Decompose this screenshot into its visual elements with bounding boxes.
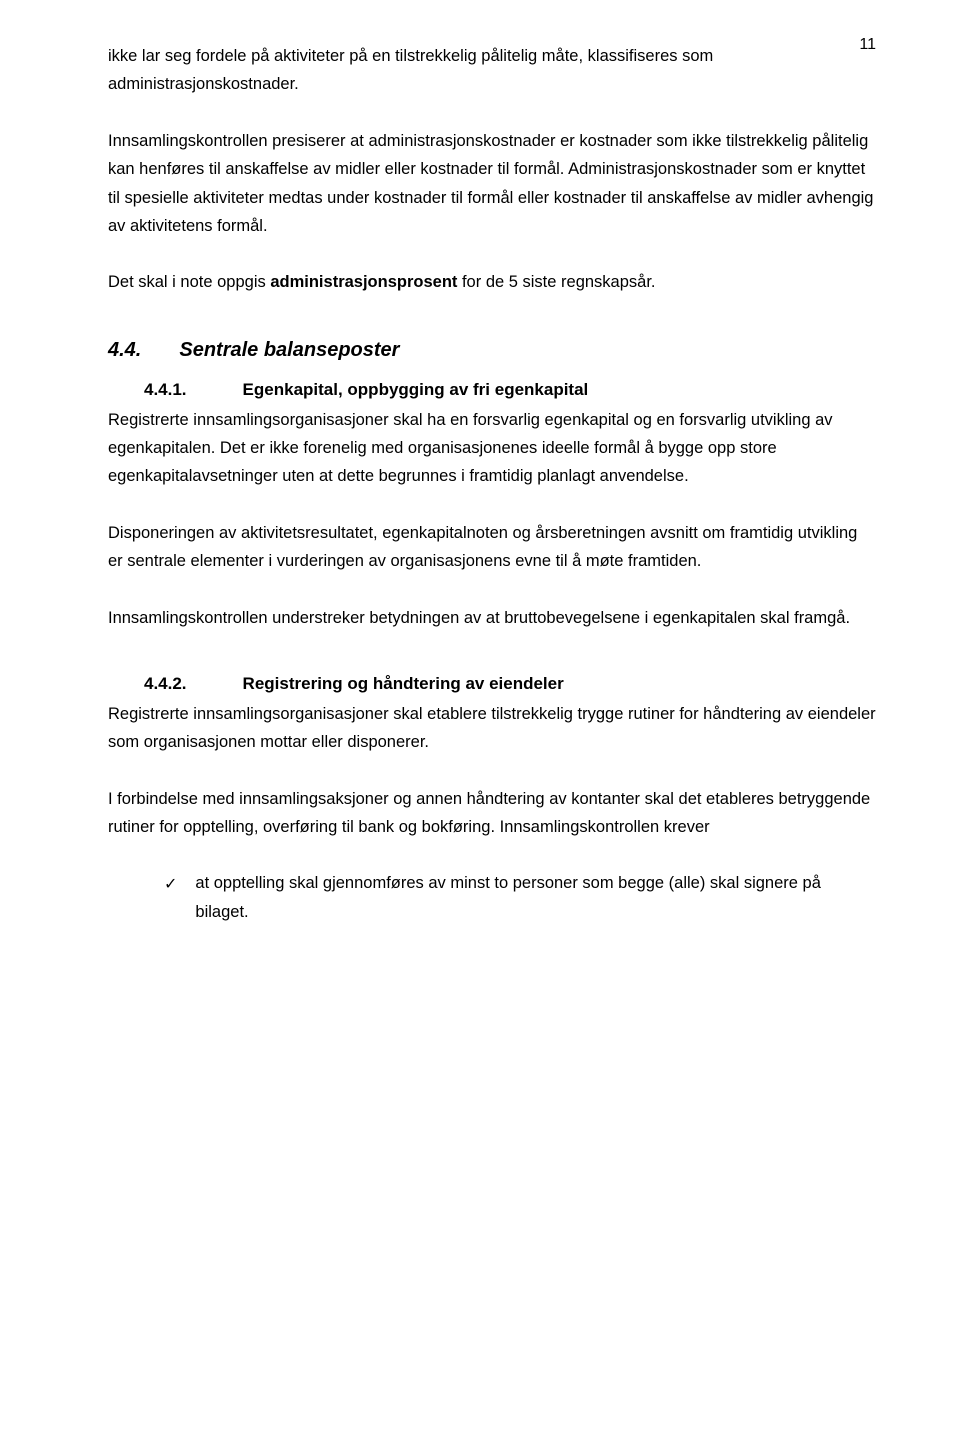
document-page: 11 ikke lar seg fordele på aktiviteter p… [0, 0, 960, 1438]
para-intro-3: Det skal i note oppgis administrasjonspr… [108, 268, 876, 296]
heading-4-4: 4.4. Sentrale balanseposter [108, 339, 876, 362]
bold-term-administrasjonsprosent: administrasjonsprosent [270, 273, 457, 291]
para-442-2: I forbindelse med innsamlingsaksjoner og… [108, 785, 876, 842]
heading-title: Egenkapital, oppbygging av fri egenkapit… [243, 380, 589, 399]
bullet-text: at opptelling skal gjennomføres av minst… [195, 869, 876, 926]
heading-4-4-1: 4.4.1. Egenkapital, oppbygging av fri ege… [144, 380, 876, 400]
heading-number: 4.4.1. [144, 380, 187, 399]
check-icon: ✓ [164, 871, 177, 899]
page-number: 11 [859, 36, 876, 54]
para-442-1: Registrerte innsamlingsorganisasjoner sk… [108, 700, 876, 757]
heading-4-4-2: 4.4.2. Registrering og håndtering av eien… [144, 674, 876, 694]
heading-title: Sentrale balanseposter [179, 339, 399, 361]
para-441-2: Disponeringen av aktivitetsresultatet, e… [108, 519, 876, 576]
para-intro-1: ikke lar seg fordele på aktiviteter på e… [108, 42, 876, 99]
para-441-1: Registrerte innsamlingsorganisasjoner sk… [108, 406, 876, 491]
heading-number: 4.4.2. [144, 674, 187, 693]
heading-number: 4.4. [108, 339, 141, 361]
para-intro-2: Innsamlingskontrollen presiserer at admi… [108, 127, 876, 241]
text-fragment: for de 5 siste regnskapsår. [457, 273, 655, 291]
text-fragment: Det skal i note oppgis [108, 273, 270, 291]
heading-title: Registrering og håndtering av eiendeler [243, 674, 564, 693]
para-441-3: Innsamlingskontrollen understreker betyd… [108, 604, 876, 632]
bullet-item: ✓ at opptelling skal gjennomføres av min… [164, 869, 876, 926]
